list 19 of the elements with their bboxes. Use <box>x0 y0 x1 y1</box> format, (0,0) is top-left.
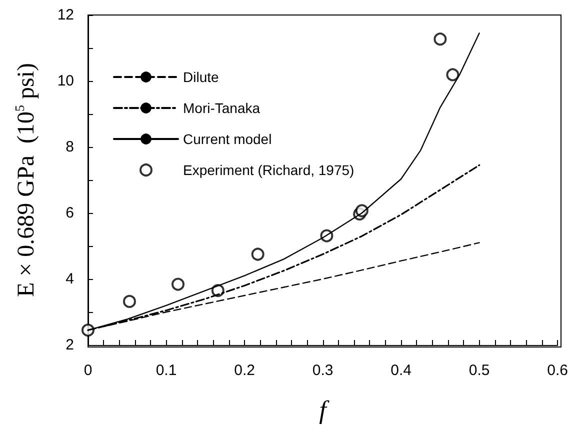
x-tick-label: 0.2 <box>234 362 255 379</box>
y-tick-label: 6 <box>66 204 74 222</box>
legend-label: Experiment (Richard, 1975) <box>183 162 354 178</box>
x-tick-label: 0.1 <box>156 362 177 379</box>
x-tick-label: 0.4 <box>390 362 412 379</box>
y-tick-label: 4 <box>66 270 74 288</box>
y-tick-label: 8 <box>66 138 74 156</box>
legend-label: Mori-Tanaka <box>183 100 260 116</box>
y-tick-label: 2 <box>66 336 74 354</box>
x-tick-label: 0.6 <box>547 362 568 379</box>
y-tick-label: 10 <box>57 72 74 90</box>
x-tick-label: 0 <box>84 362 92 379</box>
legend-label: Current model <box>183 131 272 147</box>
y-axis-title: E × 0.689 GPa (105 psi) <box>12 62 40 298</box>
x-tick-label: 0.3 <box>312 362 334 379</box>
y-tick-label: 12 <box>57 6 74 24</box>
x-axis-title: f <box>319 396 330 424</box>
x-tick-label: 0.5 <box>468 362 490 379</box>
legend-label: Dilute <box>183 69 220 85</box>
